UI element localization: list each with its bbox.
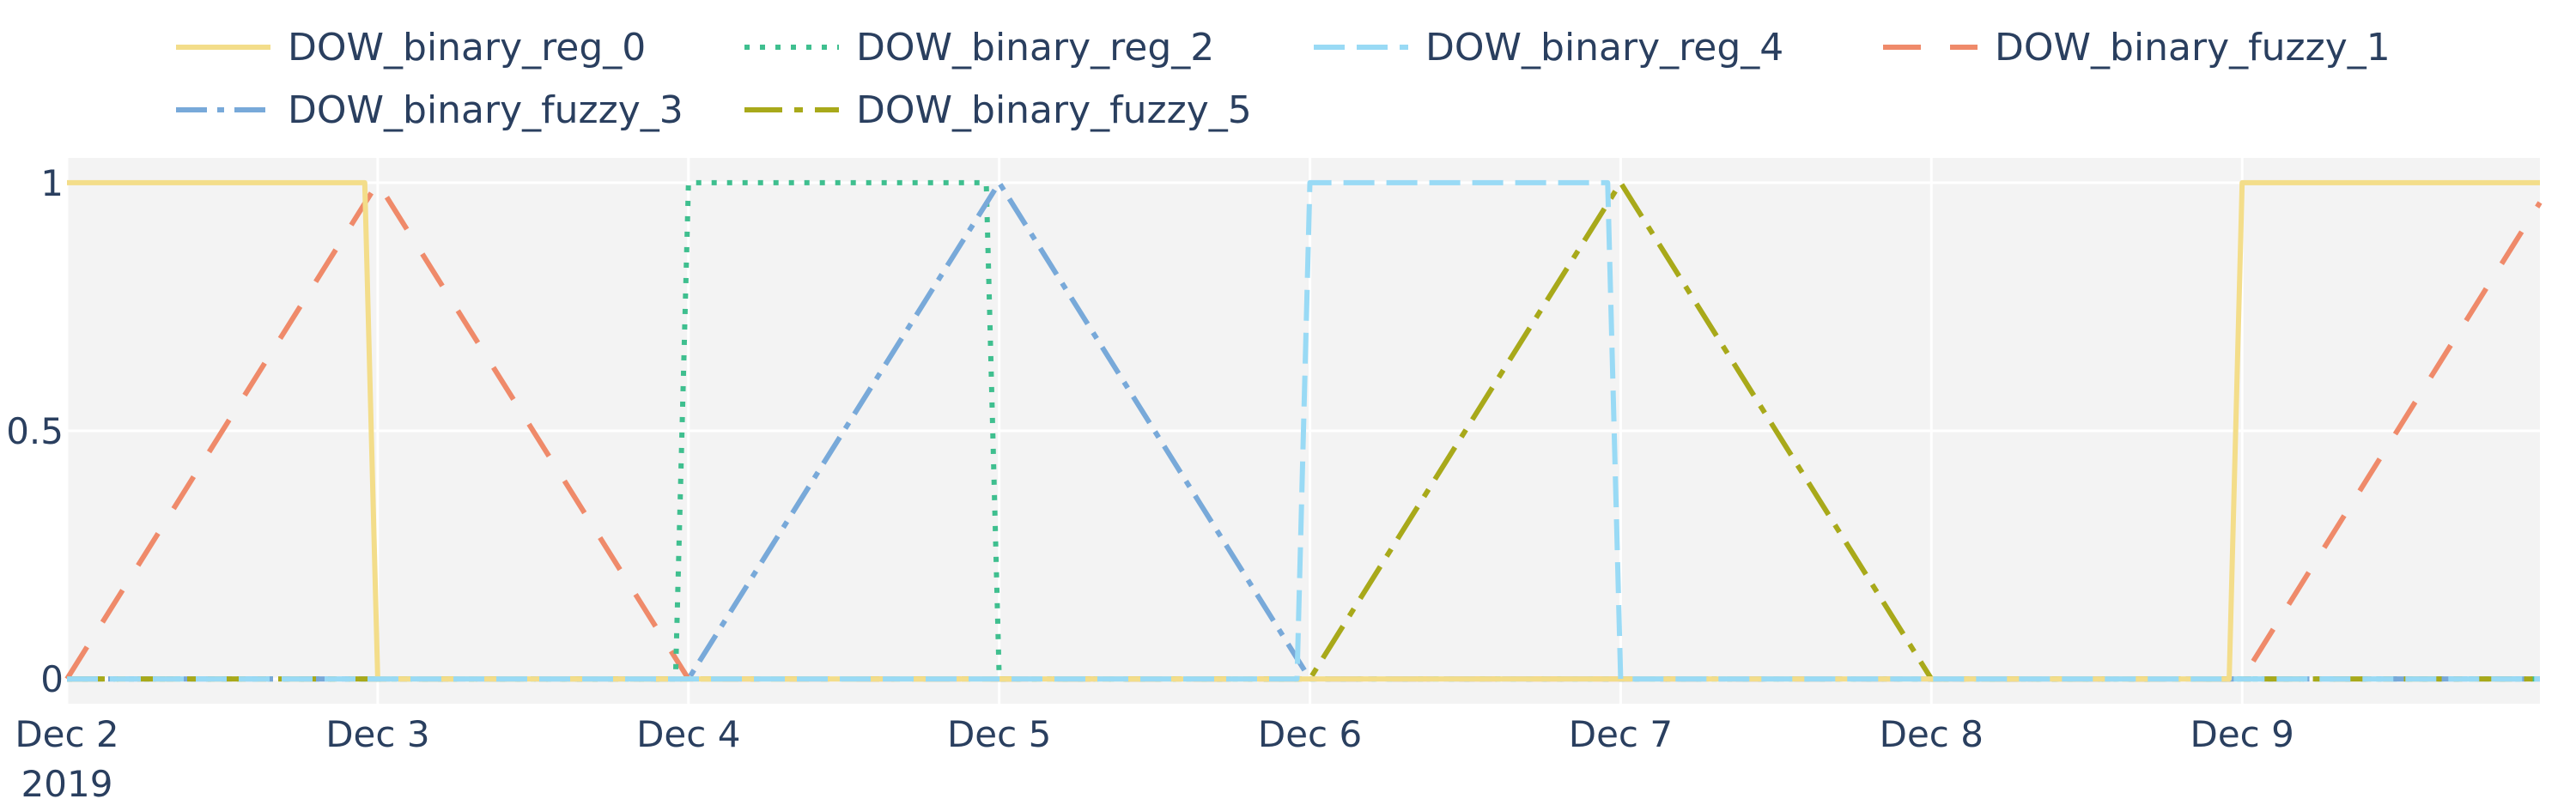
x-tick-label: Dec 8 xyxy=(1880,713,1984,755)
series-line-dow-binary-reg-4 xyxy=(67,179,2540,682)
series-line-dow-binary-reg-0 xyxy=(67,179,2540,682)
legend-label: DOW_binary_reg_2 xyxy=(856,26,1214,70)
legend-item-dow-binary-reg-4[interactable]: DOW_binary_reg_4 xyxy=(1314,26,1783,70)
x-tick-label: Dec 6 xyxy=(1258,713,1362,755)
legend-item-dow-binary-fuzzy-5[interactable]: DOW_binary_fuzzy_5 xyxy=(744,88,1252,132)
x-tick-label: Dec 5 xyxy=(947,713,1051,755)
legend-label: DOW_binary_reg_0 xyxy=(288,26,646,70)
series-layer xyxy=(64,179,2543,682)
x-tick-label: Dec 9 xyxy=(2190,713,2294,755)
legend-item-dow-binary-reg-2[interactable]: DOW_binary_reg_2 xyxy=(744,26,1214,70)
x-tick-label: Dec 4 xyxy=(636,713,740,755)
y-axis-ticks: 00.51 xyxy=(6,162,64,700)
x-tick-label: Dec 2 xyxy=(15,713,118,755)
x-axis-ticks: Dec 2 2019 Dec 3 Dec 4 Dec 5 Dec 6 Dec 7 Dec 8 D… xyxy=(15,713,2294,805)
legend-label: DOW_binary_fuzzy_1 xyxy=(1995,26,2391,70)
legend-label: DOW_binary_fuzzy_3 xyxy=(288,88,683,132)
x-tick-sublabel: 2019 xyxy=(21,763,113,805)
legend-item-dow-binary-fuzzy-3[interactable]: DOW_binary_fuzzy_3 xyxy=(176,88,683,132)
x-tick-label: Dec 7 xyxy=(1569,713,1673,755)
legend-item-dow-binary-fuzzy-1[interactable]: DOW_binary_fuzzy_1 xyxy=(1883,26,2391,70)
y-tick-label: 1 xyxy=(40,162,64,204)
y-tick-label: 0 xyxy=(40,658,64,700)
legend-item-dow-binary-reg-0[interactable]: DOW_binary_reg_0 xyxy=(176,26,646,70)
legend-label: DOW_binary_reg_4 xyxy=(1425,26,1783,70)
legend[interactable]: DOW_binary_reg_0 DOW_binary_reg_2 DOW_bina… xyxy=(176,26,2391,132)
y-tick-label: 0.5 xyxy=(6,410,64,452)
legend-label: DOW_binary_fuzzy_5 xyxy=(856,88,1252,132)
series-line-dow-binary-reg-2 xyxy=(67,179,2540,682)
x-tick-label: Dec 3 xyxy=(325,713,429,755)
